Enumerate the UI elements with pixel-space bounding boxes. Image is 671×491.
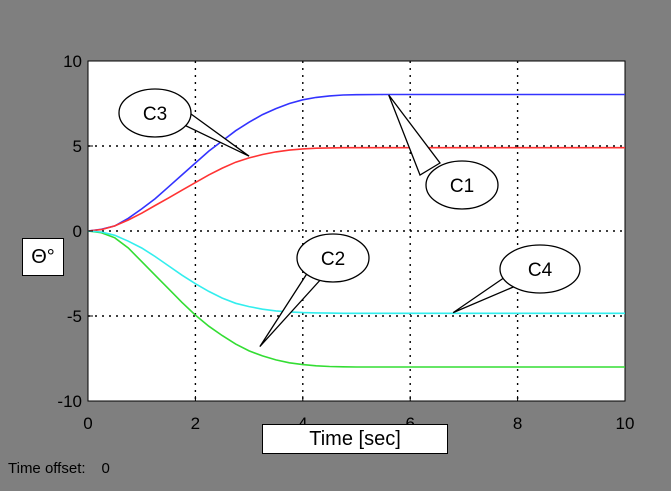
x-axis-label-text: Time [sec] bbox=[309, 427, 401, 450]
axis-ticks: 0 2 4 6 8 10 -10 -5 0 5 10 bbox=[57, 52, 634, 433]
time-offset-status: Time offset: 0 bbox=[8, 460, 110, 477]
x-tick-label: 4 bbox=[298, 414, 307, 433]
callout-bubble bbox=[499, 244, 581, 294]
y-tick-label: 0 bbox=[73, 222, 82, 241]
callout-label: C1 bbox=[450, 176, 474, 197]
callout-label: C2 bbox=[321, 249, 345, 270]
y-tick-label: -5 bbox=[67, 307, 82, 326]
y-axis-label-text: Θ° bbox=[31, 245, 55, 268]
callout-label: C3 bbox=[143, 104, 167, 125]
x-tick-label: 6 bbox=[405, 414, 414, 433]
x-tick-label: 8 bbox=[513, 414, 522, 433]
y-tick-label: 5 bbox=[73, 137, 82, 156]
x-tick-label: 10 bbox=[616, 414, 635, 433]
series-line-c1 bbox=[87, 93, 625, 232]
time-offset-value: 0 bbox=[101, 460, 110, 477]
y-axis-label: Θ° bbox=[22, 238, 64, 276]
x-tick-label: 0 bbox=[83, 414, 92, 433]
callout-bubble bbox=[425, 160, 499, 210]
y-tick-label: 10 bbox=[63, 52, 82, 71]
callout-label: C4 bbox=[528, 260, 553, 281]
series-line-c3 bbox=[87, 146, 625, 232]
time-offset-label: Time offset: bbox=[8, 460, 86, 477]
callout-bubble bbox=[118, 88, 192, 138]
callout-bubble bbox=[296, 233, 370, 283]
annotations: C1 C2 C3 C4 bbox=[118, 88, 581, 348]
callout-pointer bbox=[388, 94, 441, 176]
y-tick-label: -10 bbox=[57, 392, 82, 411]
x-axis-label: Time [sec] bbox=[262, 424, 448, 454]
series-line-c2 bbox=[87, 230, 625, 368]
x-tick-label: 2 bbox=[191, 414, 200, 433]
